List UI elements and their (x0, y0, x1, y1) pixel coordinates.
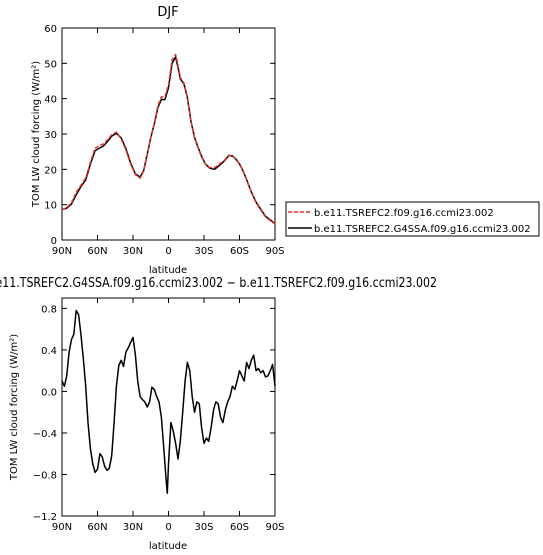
bottom-x-tick-label: 90S (265, 522, 284, 533)
top-panel: DJF 0 10 20 30 40 50 60 90N 60N 30N 0 30S 60S 90S TO… (31, 5, 285, 276)
top-y-tick-label: 50 (44, 59, 57, 70)
top-ylabel: TOM LW cloud forcing (W/m²) (31, 61, 42, 208)
bottom-series-line-1 (61, 309, 276, 494)
bottom-x-ticks: 90N 60N 30N 0 30S 60S 90S (52, 298, 285, 533)
bottom-series-group (61, 309, 276, 494)
legend-label-series-2: b.e11.TSREFC2.G4SSA.f09.g16.ccmi23.002 (314, 224, 531, 235)
legend-label-series-1: b.e11.TSREFC2.f09.g16.ccmi23.002 (314, 208, 494, 219)
bottom-plot-frame (61, 297, 276, 517)
bottom-x-tick-label: 60N (87, 522, 107, 533)
bottom-x-tick-label: 30S (194, 522, 213, 533)
top-y-tick-label: 10 (44, 201, 57, 212)
top-y-tick-label: 40 (44, 95, 57, 106)
top-x-tick-label: 90N (52, 246, 72, 257)
top-x-ticks: 90N 60N 30N 0 30S 60S 90S (52, 28, 285, 257)
top-xlabel: latitude (149, 265, 187, 276)
top-y-tick-label: 20 (44, 165, 57, 176)
top-x-tick-label: 30N (123, 246, 143, 257)
top-y-tick-label: 0 (51, 236, 57, 247)
top-x-tick-label: 60N (87, 246, 107, 257)
bottom-x-tick-label: 60S (230, 522, 249, 533)
bottom-y-tick-label: −0.4 (33, 429, 57, 440)
bottom-y-tick-label: 0.8 (41, 304, 57, 315)
bottom-y-tick-label: −0.8 (33, 470, 57, 481)
top-series-group (61, 53, 276, 225)
bottom-y-tick-label: 0.0 (41, 387, 57, 398)
top-series-line-2 (61, 53, 276, 225)
bottom-y-tick-label: 0.4 (41, 346, 57, 357)
bottom-y-ticks: −1.2 −0.8 −0.4 0.0 0.4 0.8 (33, 304, 275, 523)
legend: b.e11.TSREFC2.f09.g16.ccmi23.002 b.e11.T… (285, 201, 540, 237)
bottom-y-tick-label: −1.2 (33, 512, 57, 523)
bottom-x-tick-label: 30N (123, 522, 143, 533)
bottom-x-tick-label: 90N (52, 522, 72, 533)
bottom-xlabel: latitude (149, 541, 187, 552)
top-x-tick-label: 60S (230, 246, 249, 257)
top-y-tick-label: 60 (44, 24, 57, 35)
top-y-ticks: 0 10 20 30 40 50 60 (44, 24, 275, 247)
top-title: DJF (157, 5, 178, 20)
top-x-tick-label: 30S (194, 246, 213, 257)
legend-box (285, 201, 540, 237)
top-x-tick-label: 0 (165, 246, 171, 257)
bottom-ylabel: TOM LW cloud forcing (W/m²) (9, 334, 20, 481)
bottom-x-tick-label: 0 (165, 522, 171, 533)
bottom-title: b.e11.TSREFC2.G4SSA.f09.g16.ccmi23.002 −… (0, 276, 437, 291)
top-plot-frame (61, 27, 276, 241)
top-y-tick-label: 30 (44, 130, 57, 141)
bottom-panel: b.e11.TSREFC2.G4SSA.f09.g16.ccmi23.002 −… (0, 276, 437, 552)
top-x-tick-label: 90S (265, 246, 284, 257)
